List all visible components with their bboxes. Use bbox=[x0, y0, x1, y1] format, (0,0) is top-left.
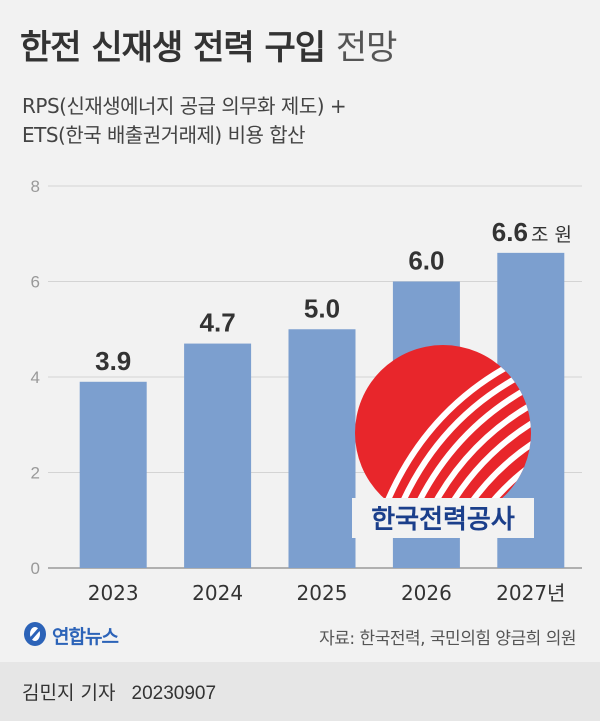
data-label-value: 6.6 bbox=[492, 217, 528, 247]
y-tick-label: 2 bbox=[31, 464, 40, 483]
bar bbox=[288, 329, 356, 568]
data-label-value: 5.0 bbox=[304, 293, 340, 323]
y-tick-label: 4 bbox=[31, 368, 40, 387]
source-row: 연합뉴스 자료: 한국전력, 국민의힘 양금희 의원 bbox=[0, 614, 600, 654]
data-label: 6.6 조 원 bbox=[492, 217, 572, 247]
subtitle-line-1: RPS(신재생에너지 공급 의무화 제도) + bbox=[22, 94, 347, 118]
data-label: 4.7 bbox=[200, 308, 236, 338]
title-suffix: 전망 bbox=[335, 28, 398, 68]
reporter-name: 김민지 기자 bbox=[22, 682, 116, 704]
publish-date: 20230907 bbox=[131, 683, 217, 704]
x-tick-label: 2024 bbox=[192, 581, 243, 605]
bar bbox=[184, 343, 252, 568]
kepco-logo-text-bg bbox=[352, 498, 534, 538]
title-main: 한전 신재생 전력 구입 bbox=[20, 28, 326, 68]
bar bbox=[79, 381, 147, 568]
subtitle-line-2: ETS(한국 배출권거래제) 비용 합산 bbox=[22, 123, 306, 147]
data-label-value: 3.9 bbox=[95, 346, 131, 376]
chart-subtitle: RPS(신재생에너지 공급 의무화 제도) + ETS(한국 배출권거래제) 비… bbox=[22, 92, 347, 150]
yonhap-logo-icon bbox=[24, 622, 46, 646]
data-label-value: 4.7 bbox=[200, 308, 236, 338]
data-label: 3.9 bbox=[95, 346, 131, 376]
byline: 김민지 기자 20230907 bbox=[22, 678, 216, 705]
kepco-logo-text: 한국전력공사 bbox=[371, 505, 515, 535]
yonhap-logo-text: 연합뉴스 bbox=[52, 626, 119, 648]
data-label-value: 6.0 bbox=[408, 246, 444, 276]
y-tick-label: 8 bbox=[31, 177, 40, 196]
y-tick-label: 0 bbox=[31, 559, 40, 578]
data-label: 5.0 bbox=[304, 293, 340, 323]
source-text: 자료: 한국전력, 국민의힘 양금희 의원 bbox=[319, 629, 576, 649]
x-tick-label: 2023 bbox=[88, 581, 139, 605]
x-tick-label: 2025 bbox=[297, 581, 348, 605]
data-label: 6.0 bbox=[408, 246, 444, 276]
unit-label: 조 원 bbox=[531, 224, 572, 246]
kepco-logo: 한국전력공사 bbox=[352, 345, 534, 538]
chart-title: 한전 신재생 전력 구입 전망 bbox=[20, 20, 398, 69]
bar-chart: 0 2 4 6 8 3.9 2023 4.7 2024 5.0 2025 6.0 2026 6.6 조 원… bbox=[31, 177, 582, 605]
x-tick-label: 2027년 bbox=[496, 581, 565, 605]
x-tick-label: 2026 bbox=[401, 581, 452, 605]
chart-card: 한전 신재생 전력 구입 전망 RPS(신재생에너지 공급 의무화 제도) + … bbox=[0, 0, 600, 662]
y-tick-label: 6 bbox=[31, 273, 40, 292]
